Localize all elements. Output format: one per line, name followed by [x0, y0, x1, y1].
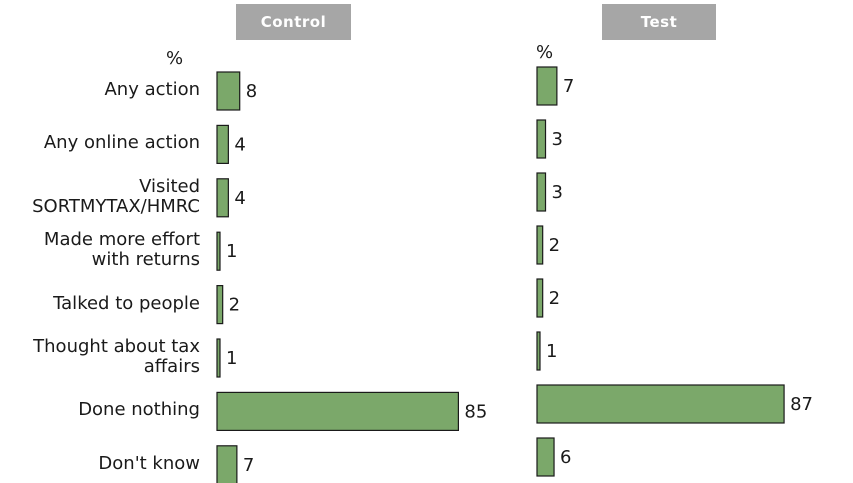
value-label-control-done-nothing: 85 [464, 401, 487, 422]
category-label-visited-sortmytax-hmrc: Visited SORTMYTAX/HMRC [32, 175, 200, 217]
value-label-test-made-more-effort-with-returns: 2 [549, 235, 560, 256]
value-label-test-don-t-know: 6 [560, 447, 571, 468]
value-label-test-done-nothing: 87 [790, 394, 813, 415]
unit-label-control: % [166, 48, 184, 69]
value-label-control-visited-sortmytax-hmrc: 4 [234, 188, 245, 209]
panel-title-test: Test [602, 4, 716, 40]
value-label-test-thought-about-tax-affairs: 1 [546, 341, 557, 362]
bar-test-done-nothing [536, 384, 785, 424]
bar-test-talked-to-people [536, 278, 544, 318]
value-label-control-any-action: 8 [246, 81, 257, 102]
category-label-any-action: Any action [104, 79, 200, 100]
bar-control-talked-to-people [216, 285, 224, 325]
bar-control-any-action [216, 71, 241, 111]
value-label-control-don-t-know: 7 [243, 455, 254, 476]
category-label-done-nothing: Done nothing [78, 399, 200, 421]
value-label-control-any-online-action: 4 [234, 134, 245, 155]
category-label-made-more-effort-with-returns: Made more effort with returns [43, 229, 200, 271]
unit-label-test: % [536, 42, 554, 63]
bar-control-any-online-action [216, 124, 229, 165]
bar-test-visited-sortmytax-hmrc [536, 172, 547, 212]
bar-test-made-more-effort-with-returns [536, 225, 544, 265]
bar-control-thought-about-tax-affairs [216, 338, 221, 378]
category-label-talked-to-people: Talked to people [53, 292, 200, 314]
category-label-any-online-action: Any online action [43, 132, 200, 154]
value-label-test-any-online-action: 3 [552, 129, 563, 150]
bar-control-done-nothing [216, 391, 459, 431]
value-label-test-visited-sortmytax-hmrc: 3 [552, 182, 563, 203]
value-label-test-talked-to-people: 2 [549, 288, 560, 309]
category-label-don-t-know: Don't know [98, 452, 200, 474]
bar-control-visited-sortmytax-hmrc [216, 178, 229, 218]
bar-control-made-more-effort-with-returns [216, 231, 221, 271]
value-label-test-any-action: 7 [563, 76, 574, 97]
bar-test-don-t-know [536, 437, 555, 477]
category-label-thought-about-tax-affairs: Thought about tax affairs [33, 336, 200, 377]
panel-title-control: Control [236, 4, 351, 40]
bar-test-thought-about-tax-affairs [536, 331, 541, 371]
value-label-control-thought-about-tax-affairs: 1 [226, 348, 237, 369]
bar-control-don-t-know [216, 445, 238, 483]
value-label-control-made-more-effort-with-returns: 1 [226, 241, 237, 262]
bar-test-any-online-action [536, 119, 547, 159]
value-label-control-talked-to-people: 2 [229, 295, 240, 316]
bar-test-any-action [536, 66, 558, 106]
